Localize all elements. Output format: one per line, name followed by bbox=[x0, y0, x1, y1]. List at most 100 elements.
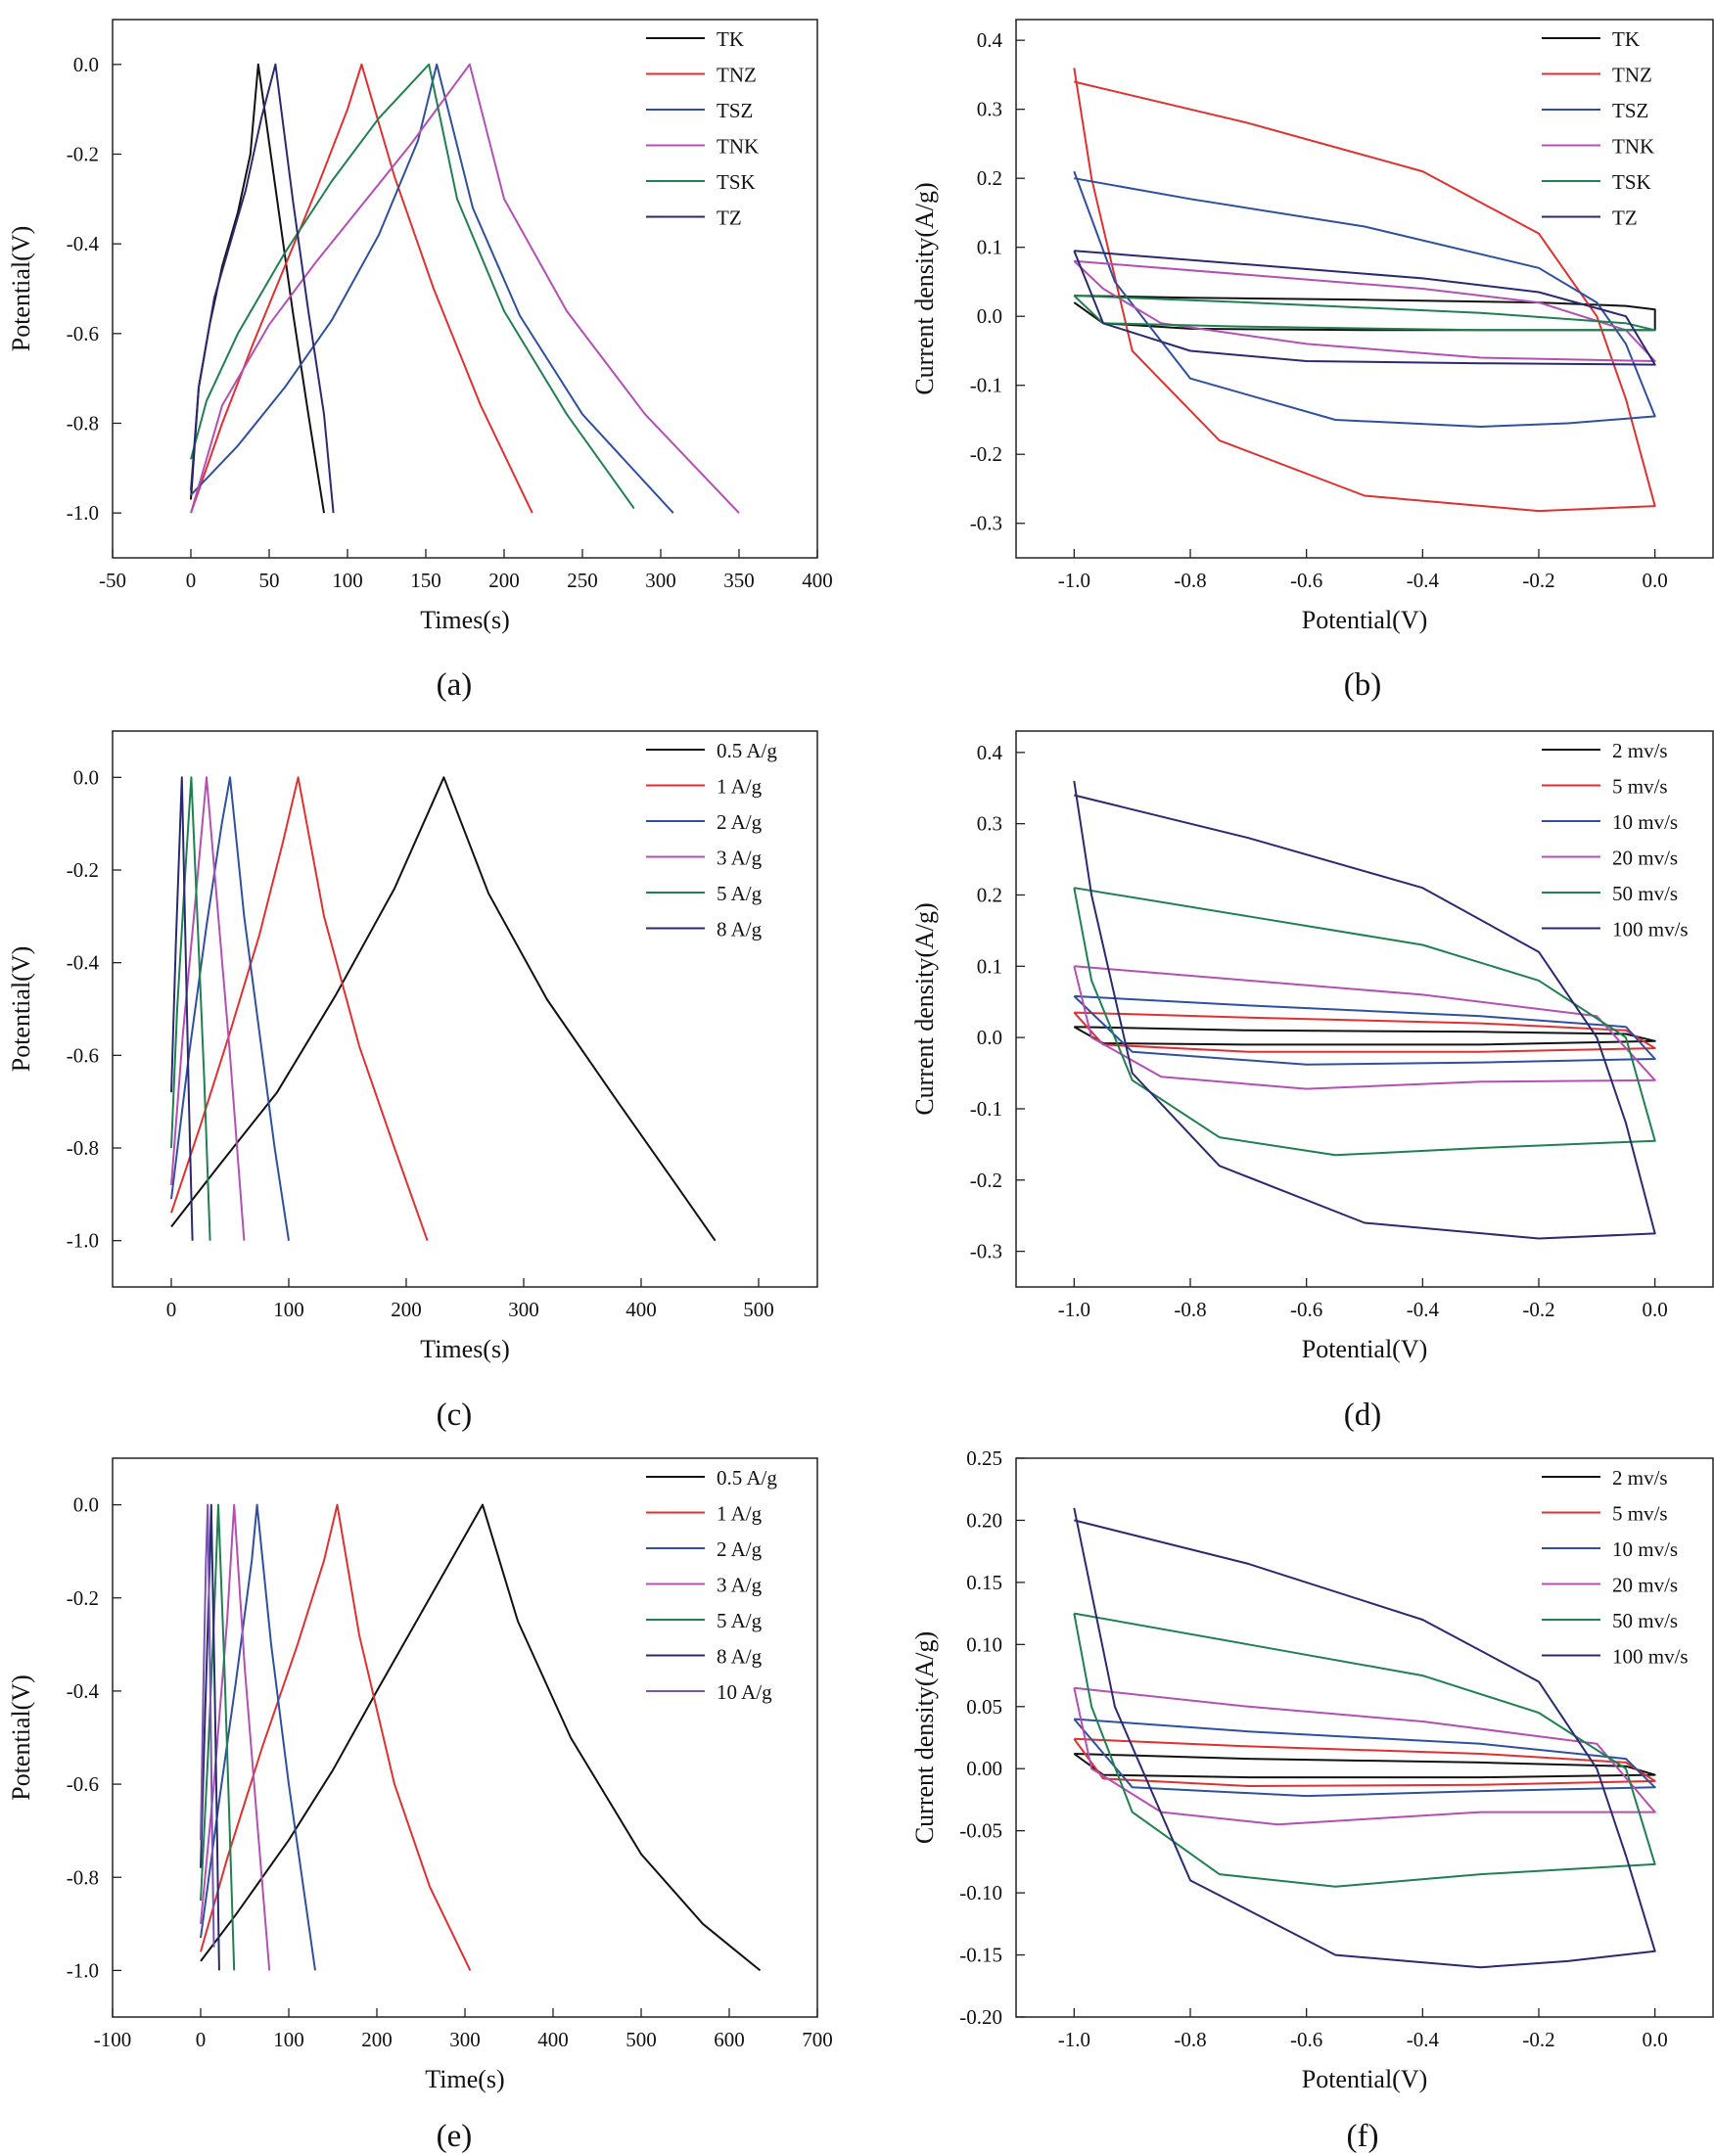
series-line bbox=[200, 1503, 762, 1972]
y-tick-label: -0.15 bbox=[959, 1944, 1002, 1967]
x-tick-label: 300 bbox=[645, 569, 676, 592]
legend-label: 5 A/g bbox=[717, 882, 763, 905]
y-tick-label: -0.2 bbox=[67, 858, 99, 882]
legend-label: 8 A/g bbox=[717, 1645, 763, 1669]
chart-panel: -1.0 -0.8 -0.6 -0.4 -0.2 0.0 -0.3 -0.2 -0.1 0.0 0.… bbox=[910, 19, 1714, 703]
plot-frame bbox=[1015, 730, 1714, 1288]
legend-label: 0.5 A/g bbox=[717, 739, 777, 762]
series-line bbox=[190, 63, 674, 514]
legend-label: 3 A/g bbox=[717, 1574, 763, 1597]
x-tick-label: 150 bbox=[410, 569, 441, 592]
series-line bbox=[190, 63, 533, 514]
series-line bbox=[1073, 250, 1656, 366]
legend-label: 20 mv/s bbox=[1612, 847, 1678, 870]
legend-label: 100 mv/s bbox=[1612, 1645, 1689, 1669]
x-tick-label: -0.4 bbox=[1407, 1298, 1440, 1321]
legend-label: TK bbox=[1612, 27, 1640, 51]
y-tick-label: -0.6 bbox=[67, 1772, 99, 1796]
panel-label: (c) bbox=[437, 1398, 473, 1433]
legend-label: TSZ bbox=[1612, 99, 1648, 122]
x-tick-label: 400 bbox=[802, 569, 833, 592]
legend-label: TZ bbox=[1612, 206, 1638, 230]
legend-label: 50 mv/s bbox=[1612, 882, 1678, 905]
x-tick-label: 50 bbox=[259, 569, 280, 592]
legend-label: TNK bbox=[717, 135, 759, 159]
y-tick-label: -0.2 bbox=[970, 1169, 1002, 1192]
legend-label: 1 A/g bbox=[717, 775, 763, 799]
x-tick-label: -100 bbox=[94, 2028, 132, 2051]
series-line bbox=[170, 776, 290, 1241]
x-tick-label: -0.8 bbox=[1174, 1298, 1206, 1321]
series-line bbox=[1073, 1737, 1656, 1787]
x-axis-label: Potential(V) bbox=[1302, 1335, 1428, 1363]
y-tick-label: -0.8 bbox=[67, 1865, 99, 1889]
x-tick-label: 400 bbox=[537, 2028, 569, 2051]
y-tick-label: 0.3 bbox=[977, 98, 1002, 121]
series-line bbox=[170, 776, 211, 1241]
legend-label: 10 mv/s bbox=[1612, 810, 1678, 834]
x-tick-label: -0.8 bbox=[1174, 2028, 1206, 2051]
plot-frame bbox=[1015, 1457, 1714, 2018]
legend-label: 8 A/g bbox=[717, 918, 763, 941]
y-axis-label: Potential(V) bbox=[7, 946, 35, 1073]
x-tick-label: 0 bbox=[196, 2028, 207, 2051]
x-tick-label: 100 bbox=[332, 569, 363, 592]
legend-label: TNZ bbox=[717, 64, 757, 87]
x-tick-label: -1.0 bbox=[1058, 569, 1090, 592]
legend-label: 5 mv/s bbox=[1612, 775, 1668, 799]
y-tick-label: -0.6 bbox=[67, 1043, 99, 1067]
x-tick-label: -0.6 bbox=[1290, 1298, 1322, 1321]
y-axis-label: Potential(V) bbox=[7, 226, 35, 352]
x-tick-label: 300 bbox=[508, 1298, 539, 1321]
legend-label: 5 A/g bbox=[717, 1609, 763, 1632]
y-tick-label: -1.0 bbox=[67, 1229, 99, 1253]
y-tick-label: -0.3 bbox=[970, 512, 1002, 535]
x-tick-label: 0 bbox=[166, 1298, 177, 1321]
panel-label: (f) bbox=[1347, 2119, 1379, 2154]
series-line bbox=[200, 1503, 271, 1971]
x-axis-label: Potential(V) bbox=[1302, 2065, 1428, 2093]
x-axis-label: Potential(V) bbox=[1302, 606, 1428, 634]
series-line bbox=[200, 1503, 215, 1948]
x-tick-label: 700 bbox=[802, 2028, 833, 2051]
series-line bbox=[1073, 1753, 1656, 1779]
y-tick-label: -0.8 bbox=[67, 1136, 99, 1160]
y-tick-label: 0.25 bbox=[966, 1446, 1002, 1470]
x-tick-label: 250 bbox=[567, 569, 598, 592]
series-line bbox=[1073, 1718, 1656, 1798]
series-line bbox=[1073, 170, 1656, 428]
panel-label: (d) bbox=[1344, 1398, 1381, 1433]
legend-label: 50 mv/s bbox=[1612, 1609, 1678, 1632]
y-axis-label: Current density(A/g) bbox=[910, 1631, 939, 1844]
panel-label: (a) bbox=[437, 667, 473, 703]
legend-label: TK bbox=[717, 27, 744, 51]
legend-label: 1 A/g bbox=[717, 1502, 763, 1526]
legend-label: 2 A/g bbox=[717, 810, 763, 834]
legend-label: 10 mv/s bbox=[1612, 1537, 1678, 1561]
x-tick-label: 200 bbox=[391, 1298, 422, 1321]
x-axis-label: Time(s) bbox=[425, 2065, 504, 2093]
x-axis-label: Times(s) bbox=[420, 606, 510, 634]
x-tick-label: 350 bbox=[723, 569, 755, 592]
legend-label: TSK bbox=[1612, 170, 1651, 194]
series-line bbox=[1073, 887, 1656, 1157]
series-line bbox=[200, 1503, 220, 1971]
legend-label: TSZ bbox=[717, 99, 753, 122]
y-tick-label: 0.15 bbox=[966, 1571, 1002, 1594]
legend-label: 0.5 A/g bbox=[717, 1466, 777, 1490]
y-tick-label: -0.3 bbox=[970, 1240, 1002, 1263]
y-axis-label: Potential(V) bbox=[7, 1674, 35, 1801]
x-tick-label: -0.2 bbox=[1522, 1298, 1554, 1321]
x-tick-label: 600 bbox=[714, 2028, 745, 2051]
x-tick-label: 100 bbox=[273, 1298, 304, 1321]
y-tick-label: -1.0 bbox=[67, 1958, 99, 1982]
y-tick-label: -0.2 bbox=[67, 143, 99, 166]
series-line bbox=[170, 776, 429, 1242]
plot-frame bbox=[112, 19, 818, 559]
y-tick-label: -0.1 bbox=[970, 374, 1002, 397]
legend-label: 5 mv/s bbox=[1612, 1502, 1668, 1526]
y-tick-label: 0.0 bbox=[73, 1493, 99, 1517]
y-tick-label: 0.0 bbox=[73, 765, 99, 789]
y-tick-label: 0.0 bbox=[977, 1026, 1002, 1049]
x-tick-label: -0.4 bbox=[1407, 2028, 1440, 2051]
